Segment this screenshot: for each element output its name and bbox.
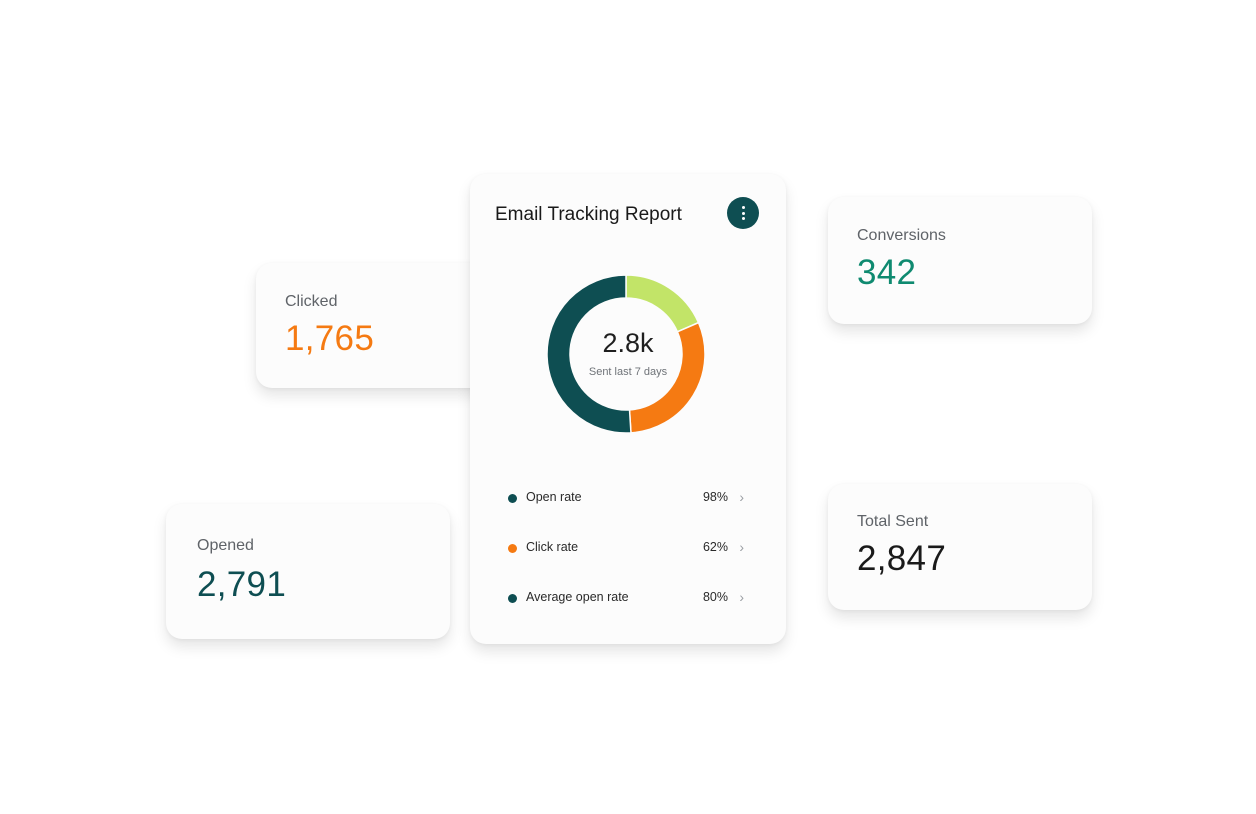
total-sent-label: Total Sent: [857, 513, 929, 530]
legend-row-open-rate[interactable]: Open rate 98% ›: [498, 487, 758, 509]
legend-label: Open rate: [526, 490, 582, 504]
clicked-label: Clicked: [285, 293, 338, 310]
opened-value: 2,791: [197, 565, 287, 604]
legend-row-click-rate[interactable]: Click rate 62% ›: [498, 537, 758, 559]
legend-label: Click rate: [526, 540, 579, 554]
legend-dot: [508, 544, 517, 553]
chevron-right-icon: ›: [739, 539, 744, 555]
more-vertical-icon: [741, 206, 745, 220]
legend-value: 80%: [702, 590, 728, 604]
donut-center-caption: Sent last 7 days: [588, 366, 668, 378]
legend-dot: [508, 494, 517, 503]
chevron-right-icon: ›: [739, 489, 744, 505]
clicked-value: 1,765: [285, 319, 375, 358]
opened-card: Opened 2,791: [166, 504, 450, 639]
opened-label: Opened: [197, 537, 254, 554]
donut-chart: [546, 274, 706, 434]
conversions-value: 342: [857, 253, 917, 292]
report-title: Email Tracking Report: [495, 204, 682, 225]
legend-value: 98%: [702, 490, 728, 504]
legend-row-average-open-rate[interactable]: Average open rate 80% ›: [498, 587, 758, 609]
legend-value: 62%: [702, 540, 728, 554]
more-options-button[interactable]: [727, 197, 759, 229]
donut-center-value: 2.8k: [602, 328, 654, 358]
conversions-card: Conversions 342: [828, 197, 1092, 324]
chevron-right-icon: ›: [739, 589, 744, 605]
legend-dot: [508, 594, 517, 603]
donut-slice-0: [625, 274, 700, 333]
total-sent-value: 2,847: [857, 539, 947, 578]
total-sent-card: Total Sent 2,847: [828, 484, 1092, 610]
conversions-label: Conversions: [857, 227, 946, 244]
email-tracking-report-card: Email Tracking Report 2.8k Sent last 7 d…: [470, 174, 786, 644]
donut-slice-2: [546, 274, 632, 434]
legend-label: Average open rate: [526, 590, 629, 604]
